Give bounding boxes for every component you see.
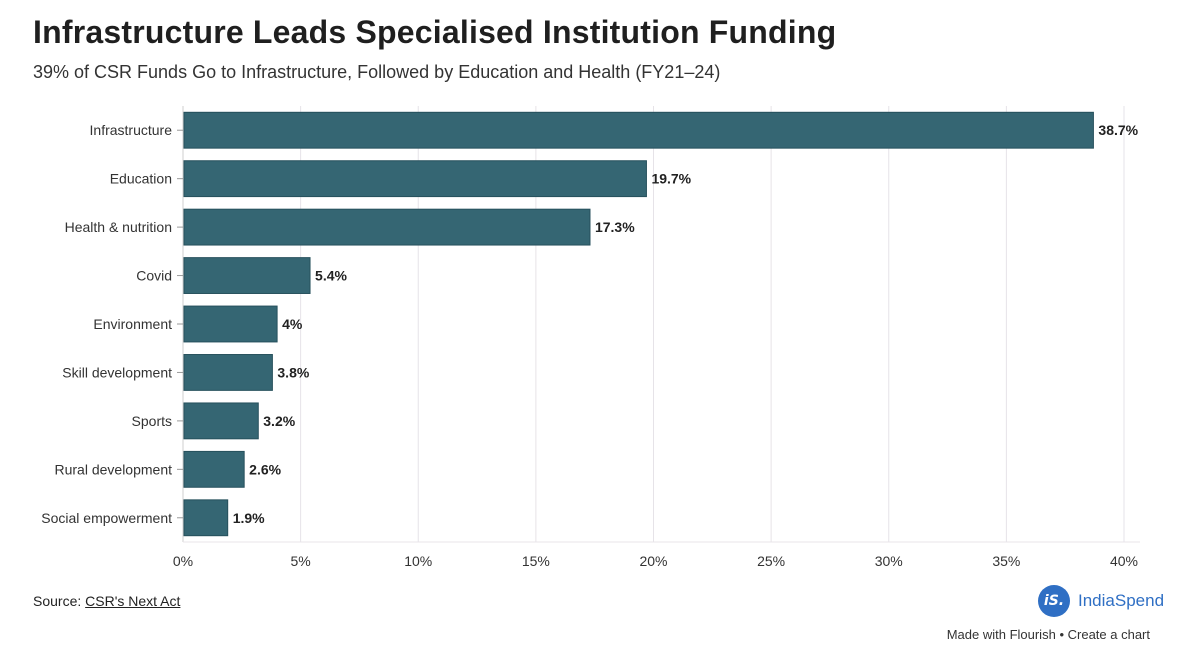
x-tick-label: 5% [291, 553, 311, 569]
bar-value-label: 38.7% [1098, 122, 1138, 138]
x-tick-label: 40% [1110, 553, 1138, 569]
x-tick-label: 0% [173, 553, 193, 569]
x-tick-label: 10% [404, 553, 432, 569]
category-label: Education [110, 171, 172, 187]
source-label: Source: [33, 593, 82, 609]
bar-value-label: 1.9% [233, 510, 265, 526]
category-label: Sports [132, 413, 172, 429]
bar-value-label: 3.8% [277, 364, 309, 380]
x-tick-label: 15% [522, 553, 550, 569]
bar [183, 305, 278, 343]
brand-logo-icon: iS. [1038, 585, 1070, 617]
bar [183, 450, 245, 488]
bar-value-label: 5.4% [315, 268, 347, 284]
indiaspend-logo[interactable]: iS. IndiaSpend [1038, 585, 1164, 617]
footer-separator: • [1059, 627, 1064, 642]
chart-title: Infrastructure Leads Specialised Institu… [33, 14, 837, 50]
bar [183, 208, 591, 246]
category-label: Rural development [54, 461, 172, 477]
category-label: Skill development [62, 364, 172, 380]
bar-value-label: 19.7% [651, 171, 691, 187]
bar [183, 402, 259, 440]
category-label: Infrastructure [90, 122, 173, 138]
bar-value-label: 17.3% [595, 219, 635, 235]
bar [183, 499, 229, 537]
bar-value-label: 3.2% [263, 413, 295, 429]
bar [183, 257, 311, 294]
x-tick-label: 35% [992, 553, 1020, 569]
bar [183, 111, 1094, 149]
source-line: Source: CSR's Next Act [33, 593, 180, 609]
bar-value-label: 4% [282, 316, 303, 332]
x-tick-label: 30% [875, 553, 903, 569]
category-label: Health & nutrition [65, 219, 172, 235]
category-label: Environment [93, 316, 172, 332]
category-label: Social empowerment [41, 510, 172, 526]
flourish-footer: Made with Flourish • Create a chart [947, 627, 1150, 642]
brand-name: IndiaSpend [1078, 591, 1165, 610]
x-tick-label: 25% [757, 553, 785, 569]
category-label: Covid [136, 268, 172, 284]
source-link[interactable]: CSR's Next Act [85, 593, 181, 609]
chart-subtitle: 39% of CSR Funds Go to Infrastructure, F… [33, 62, 721, 82]
create-chart-link[interactable]: Create a chart [1067, 627, 1150, 642]
bar [183, 354, 273, 391]
bar [183, 160, 647, 198]
made-with-flourish-link[interactable]: Made with Flourish [946, 627, 1056, 642]
x-tick-label: 20% [639, 553, 667, 569]
bar-value-label: 2.6% [249, 461, 281, 477]
